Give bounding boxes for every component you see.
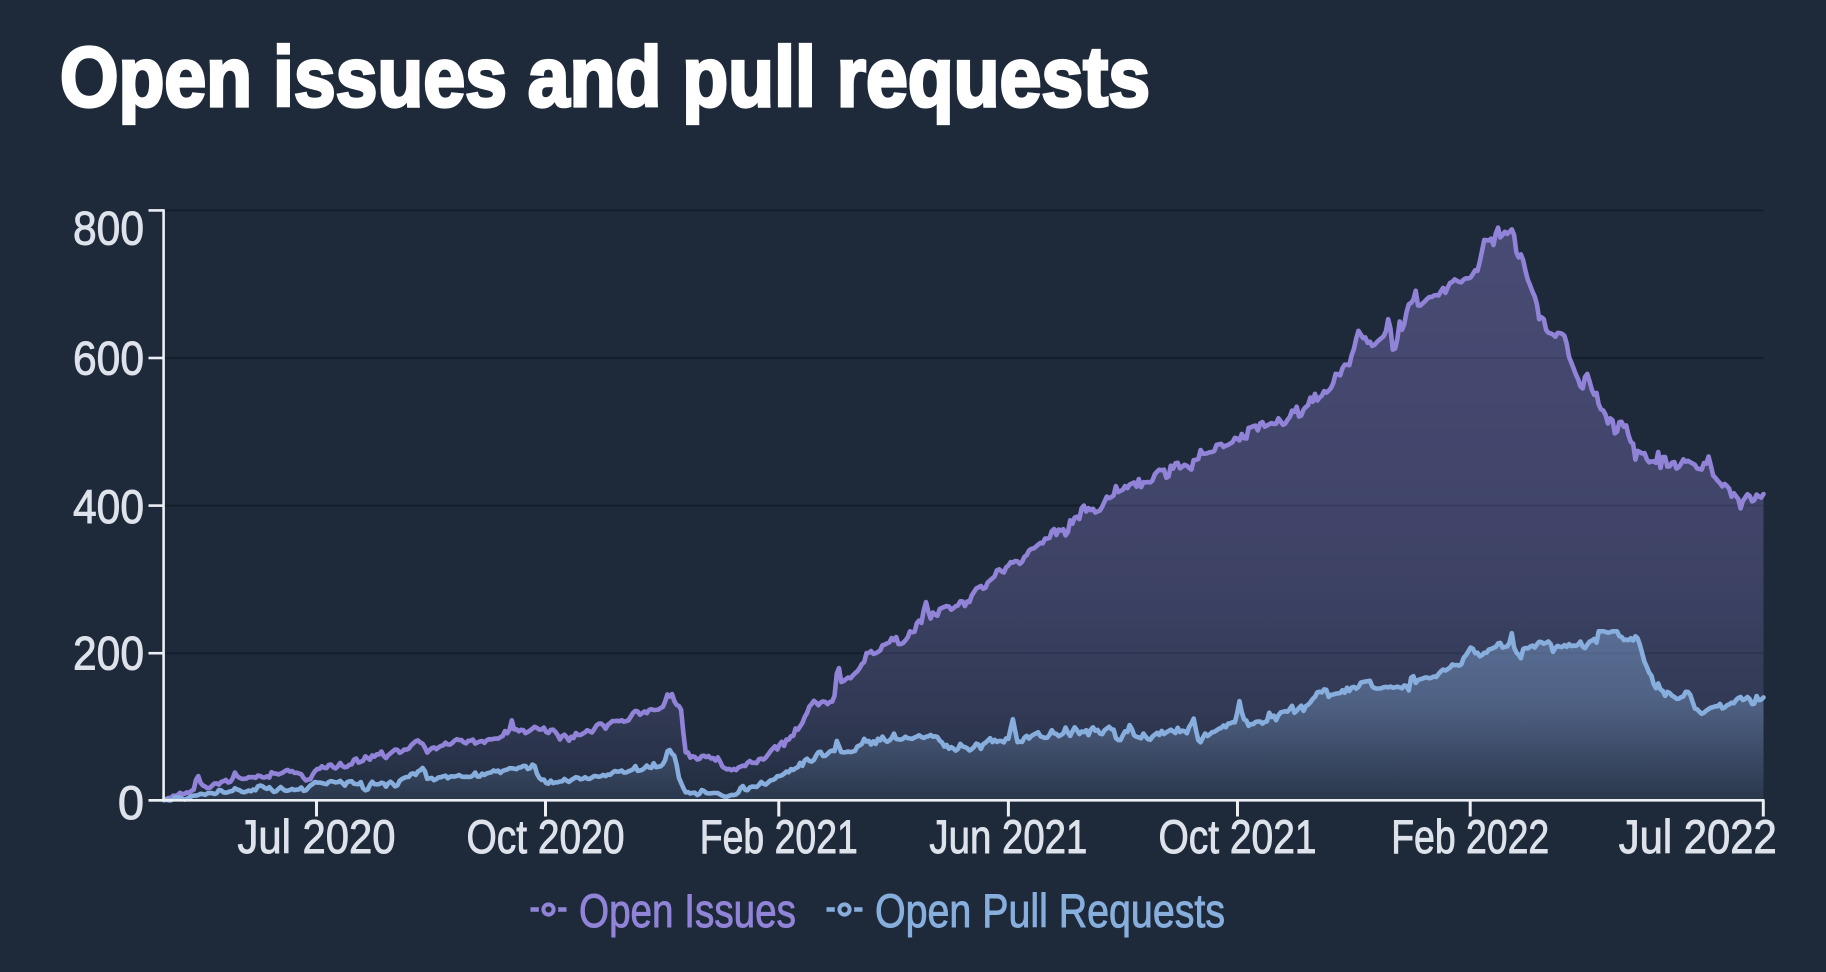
- svg-text:Jul 2022: Jul 2022: [1619, 810, 1777, 863]
- svg-text:Oct 2020: Oct 2020: [467, 810, 625, 863]
- svg-text:Feb 2022: Feb 2022: [1391, 810, 1549, 863]
- svg-text:Open Pull Requests: Open Pull Requests: [875, 884, 1225, 937]
- svg-text:Feb 2021: Feb 2021: [700, 810, 858, 863]
- svg-text:Jun 2021: Jun 2021: [929, 810, 1087, 863]
- svg-text:Jul 2020: Jul 2020: [238, 810, 396, 863]
- svg-text:Open issues and pull requests: Open issues and pull requests: [60, 30, 1150, 124]
- svg-text:400: 400: [73, 480, 144, 533]
- svg-text:Open Issues: Open Issues: [579, 884, 796, 937]
- svg-text:800: 800: [73, 201, 144, 254]
- svg-text:600: 600: [73, 332, 144, 385]
- svg-text:Oct 2021: Oct 2021: [1159, 810, 1317, 863]
- svg-text:0: 0: [118, 776, 144, 829]
- svg-text:200: 200: [73, 627, 144, 680]
